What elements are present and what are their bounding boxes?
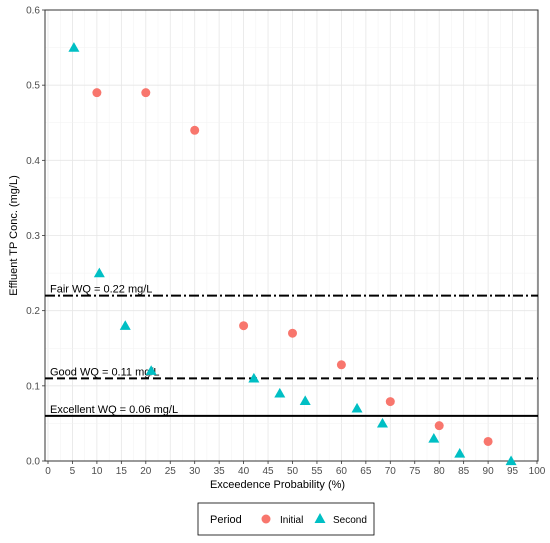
- x-tick-label: 50: [287, 466, 299, 477]
- data-point-second: [93, 267, 105, 278]
- y-tick-label: 0.0: [26, 457, 40, 468]
- x-tick-label: 60: [336, 466, 348, 477]
- legend: Period Initial Second: [197, 502, 375, 536]
- data-point-initial: [288, 328, 297, 338]
- x-tick-label: 5: [70, 466, 76, 477]
- data-point-second: [428, 432, 440, 443]
- legend-label-second: Second: [333, 515, 367, 526]
- data-point-second: [248, 372, 260, 383]
- series-initial: [92, 88, 493, 446]
- x-axis-title: Exceedence Probability (%): [210, 479, 345, 491]
- y-tick-label: 0.6: [26, 6, 40, 17]
- x-tick-label: 75: [409, 466, 421, 477]
- data-point-second: [68, 42, 80, 52]
- data-point-second: [119, 320, 131, 330]
- grid: [45, 9, 538, 462]
- data-point-second: [505, 455, 517, 466]
- x-tick-label: 35: [214, 466, 226, 477]
- x-tick-label: 95: [507, 466, 519, 477]
- data-point-initial: [141, 88, 151, 98]
- x-tick-label: 25: [165, 466, 177, 477]
- legend-marker-initial: [261, 514, 271, 524]
- x-tick-label: 85: [458, 466, 470, 477]
- x-tick-label: 55: [311, 466, 323, 477]
- legend-box: [197, 502, 375, 536]
- data-point-second: [454, 447, 466, 458]
- x-tick-label: 30: [189, 466, 201, 477]
- reference-line-label: Fair WQ = 0.22 mg/L: [50, 284, 152, 296]
- data-point-second: [299, 395, 311, 405]
- data-point-initial: [239, 321, 249, 331]
- x-tick-label: 45: [262, 466, 274, 477]
- data-point-second: [376, 417, 388, 428]
- y-tick-label: 0.1: [26, 381, 40, 392]
- data-point-second: [351, 402, 363, 413]
- data-point-initial: [336, 360, 346, 370]
- x-tick-label: 80: [434, 466, 446, 477]
- x-tick-label: 15: [116, 466, 128, 477]
- x-tick-label: 100: [529, 466, 546, 477]
- data-point-second: [145, 365, 157, 375]
- legend-label-initial: Initial: [280, 515, 303, 526]
- y-axis-title: Effluent TP Conc. (mg/L): [8, 175, 20, 295]
- y-tick-label: 0.5: [26, 81, 40, 92]
- data-point-initial: [92, 88, 102, 98]
- y-tick-label: 0.3: [26, 231, 40, 242]
- y-tick-label: 0.2: [26, 306, 40, 317]
- reference-line-label: Good WQ = 0.11 mg/L: [50, 366, 160, 378]
- x-tick-label: 20: [140, 466, 152, 477]
- data-point-initial: [190, 125, 200, 135]
- x-tick-label: 10: [91, 466, 103, 477]
- x-tick-label: 0: [45, 466, 51, 477]
- data-point-initial: [385, 397, 395, 407]
- reference-line-label: Excellent WQ = 0.06 mg/L: [50, 404, 178, 416]
- y-tick-label: 0.4: [26, 156, 40, 167]
- legend-title: Period: [210, 514, 242, 526]
- data-point-second: [274, 387, 286, 398]
- data-point-initial: [434, 421, 444, 431]
- data-point-initial: [483, 436, 493, 446]
- x-tick-label: 90: [483, 466, 495, 477]
- x-tick-label: 70: [385, 466, 397, 477]
- x-tick-label: 65: [360, 466, 372, 477]
- x-tick-label: 40: [238, 466, 250, 477]
- legend-marker-second: [314, 513, 326, 523]
- series-second: [68, 42, 517, 466]
